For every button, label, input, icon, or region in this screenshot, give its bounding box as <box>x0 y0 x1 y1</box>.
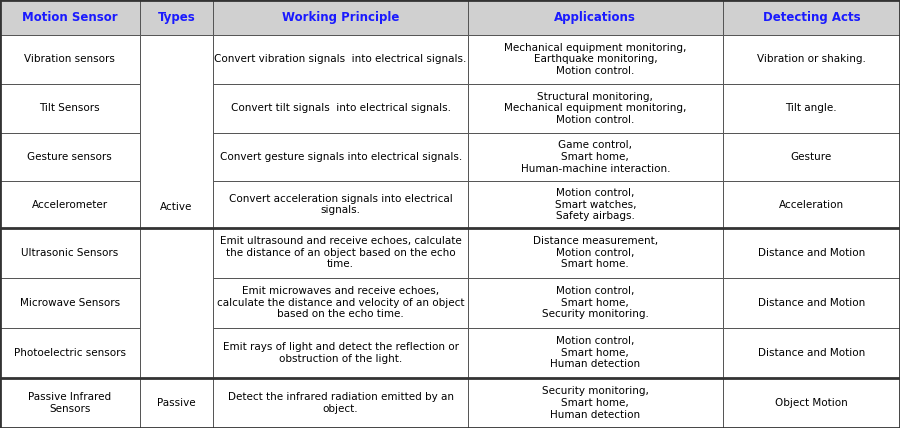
Text: Tilt angle.: Tilt angle. <box>786 103 837 113</box>
Bar <box>140 0 213 35</box>
Text: Distance and Motion: Distance and Motion <box>758 348 865 358</box>
Bar <box>140 35 213 378</box>
Bar <box>213 0 468 35</box>
Bar <box>213 228 468 278</box>
Bar <box>0 84 140 133</box>
Bar <box>723 378 900 428</box>
Text: Ultrasonic Sensors: Ultrasonic Sensors <box>21 248 119 258</box>
Text: Motion control,
Smart home,
Human detection: Motion control, Smart home, Human detect… <box>550 336 641 369</box>
Bar <box>0 35 140 84</box>
Text: Detecting Acts: Detecting Acts <box>762 11 860 24</box>
Text: Object Motion: Object Motion <box>775 398 848 408</box>
Text: Gesture sensors: Gesture sensors <box>27 152 112 162</box>
Bar <box>0 278 140 328</box>
Text: Applications: Applications <box>554 11 636 24</box>
Text: Convert vibration signals  into electrical signals.: Convert vibration signals into electrica… <box>214 54 467 65</box>
Bar <box>213 378 468 428</box>
Text: Convert acceleration signals into electrical
signals.: Convert acceleration signals into electr… <box>229 194 453 215</box>
Bar <box>723 35 900 84</box>
Text: Passive: Passive <box>158 398 195 408</box>
Bar <box>468 181 723 228</box>
Text: Convert tilt signals  into electrical signals.: Convert tilt signals into electrical sig… <box>230 103 451 113</box>
Text: Security monitoring,
Smart home,
Human detection: Security monitoring, Smart home, Human d… <box>542 386 649 419</box>
Bar <box>140 378 213 428</box>
Bar <box>213 133 468 181</box>
Bar <box>213 181 468 228</box>
Text: Types: Types <box>158 11 195 24</box>
Text: Motion control,
Smart watches,
Safety airbags.: Motion control, Smart watches, Safety ai… <box>554 188 636 221</box>
Bar <box>723 0 900 35</box>
Bar <box>723 228 900 278</box>
Bar <box>213 278 468 328</box>
Text: Distance and Motion: Distance and Motion <box>758 298 865 308</box>
Bar <box>0 133 140 181</box>
Text: Emit ultrasound and receive echoes, calculate
the distance of an object based on: Emit ultrasound and receive echoes, calc… <box>220 236 462 269</box>
Bar <box>723 328 900 378</box>
Text: Tilt Sensors: Tilt Sensors <box>40 103 100 113</box>
Bar <box>468 84 723 133</box>
Bar <box>468 228 723 278</box>
Bar <box>0 181 140 228</box>
Text: Vibration or shaking.: Vibration or shaking. <box>757 54 866 65</box>
Text: Distance and Motion: Distance and Motion <box>758 248 865 258</box>
Text: Mechanical equipment monitoring,
Earthquake monitoring,
Motion control.: Mechanical equipment monitoring, Earthqu… <box>504 43 687 76</box>
Bar <box>0 228 140 278</box>
Text: Microwave Sensors: Microwave Sensors <box>20 298 120 308</box>
Bar <box>0 0 140 35</box>
Text: Distance measurement,
Motion control,
Smart home.: Distance measurement, Motion control, Sm… <box>533 236 658 269</box>
Text: Emit microwaves and receive echoes,
calculate the distance and velocity of an ob: Emit microwaves and receive echoes, calc… <box>217 286 464 319</box>
Text: Emit rays of light and detect the reflection or
obstruction of the light.: Emit rays of light and detect the reflec… <box>222 342 459 364</box>
Text: Vibration sensors: Vibration sensors <box>24 54 115 65</box>
Bar <box>723 278 900 328</box>
Bar <box>723 84 900 133</box>
Text: Motion control,
Smart home,
Security monitoring.: Motion control, Smart home, Security mon… <box>542 286 649 319</box>
Text: Accelerometer: Accelerometer <box>32 199 108 210</box>
Bar <box>468 328 723 378</box>
Text: Structural monitoring,
Mechanical equipment monitoring,
Motion control.: Structural monitoring, Mechanical equipm… <box>504 92 687 125</box>
Bar <box>213 35 468 84</box>
Text: Gesture: Gesture <box>791 152 832 162</box>
Bar <box>468 378 723 428</box>
Text: Acceleration: Acceleration <box>778 199 844 210</box>
Text: Photoelectric sensors: Photoelectric sensors <box>14 348 126 358</box>
Bar <box>0 378 140 428</box>
Bar <box>0 328 140 378</box>
Text: Passive Infrared
Sensors: Passive Infrared Sensors <box>28 392 112 414</box>
Bar <box>723 181 900 228</box>
Bar <box>468 0 723 35</box>
Bar <box>213 328 468 378</box>
Text: Detect the infrared radiation emitted by an
object.: Detect the infrared radiation emitted by… <box>228 392 454 414</box>
Bar <box>723 133 900 181</box>
Text: Game control,
Smart home,
Human-machine interaction.: Game control, Smart home, Human-machine … <box>520 140 670 174</box>
Text: Working Principle: Working Principle <box>282 11 400 24</box>
Text: Convert gesture signals into electrical signals.: Convert gesture signals into electrical … <box>220 152 462 162</box>
Text: Active: Active <box>160 202 193 211</box>
Bar <box>468 278 723 328</box>
Bar <box>213 84 468 133</box>
Text: Motion Sensor: Motion Sensor <box>22 11 118 24</box>
Bar <box>468 35 723 84</box>
Bar <box>468 133 723 181</box>
